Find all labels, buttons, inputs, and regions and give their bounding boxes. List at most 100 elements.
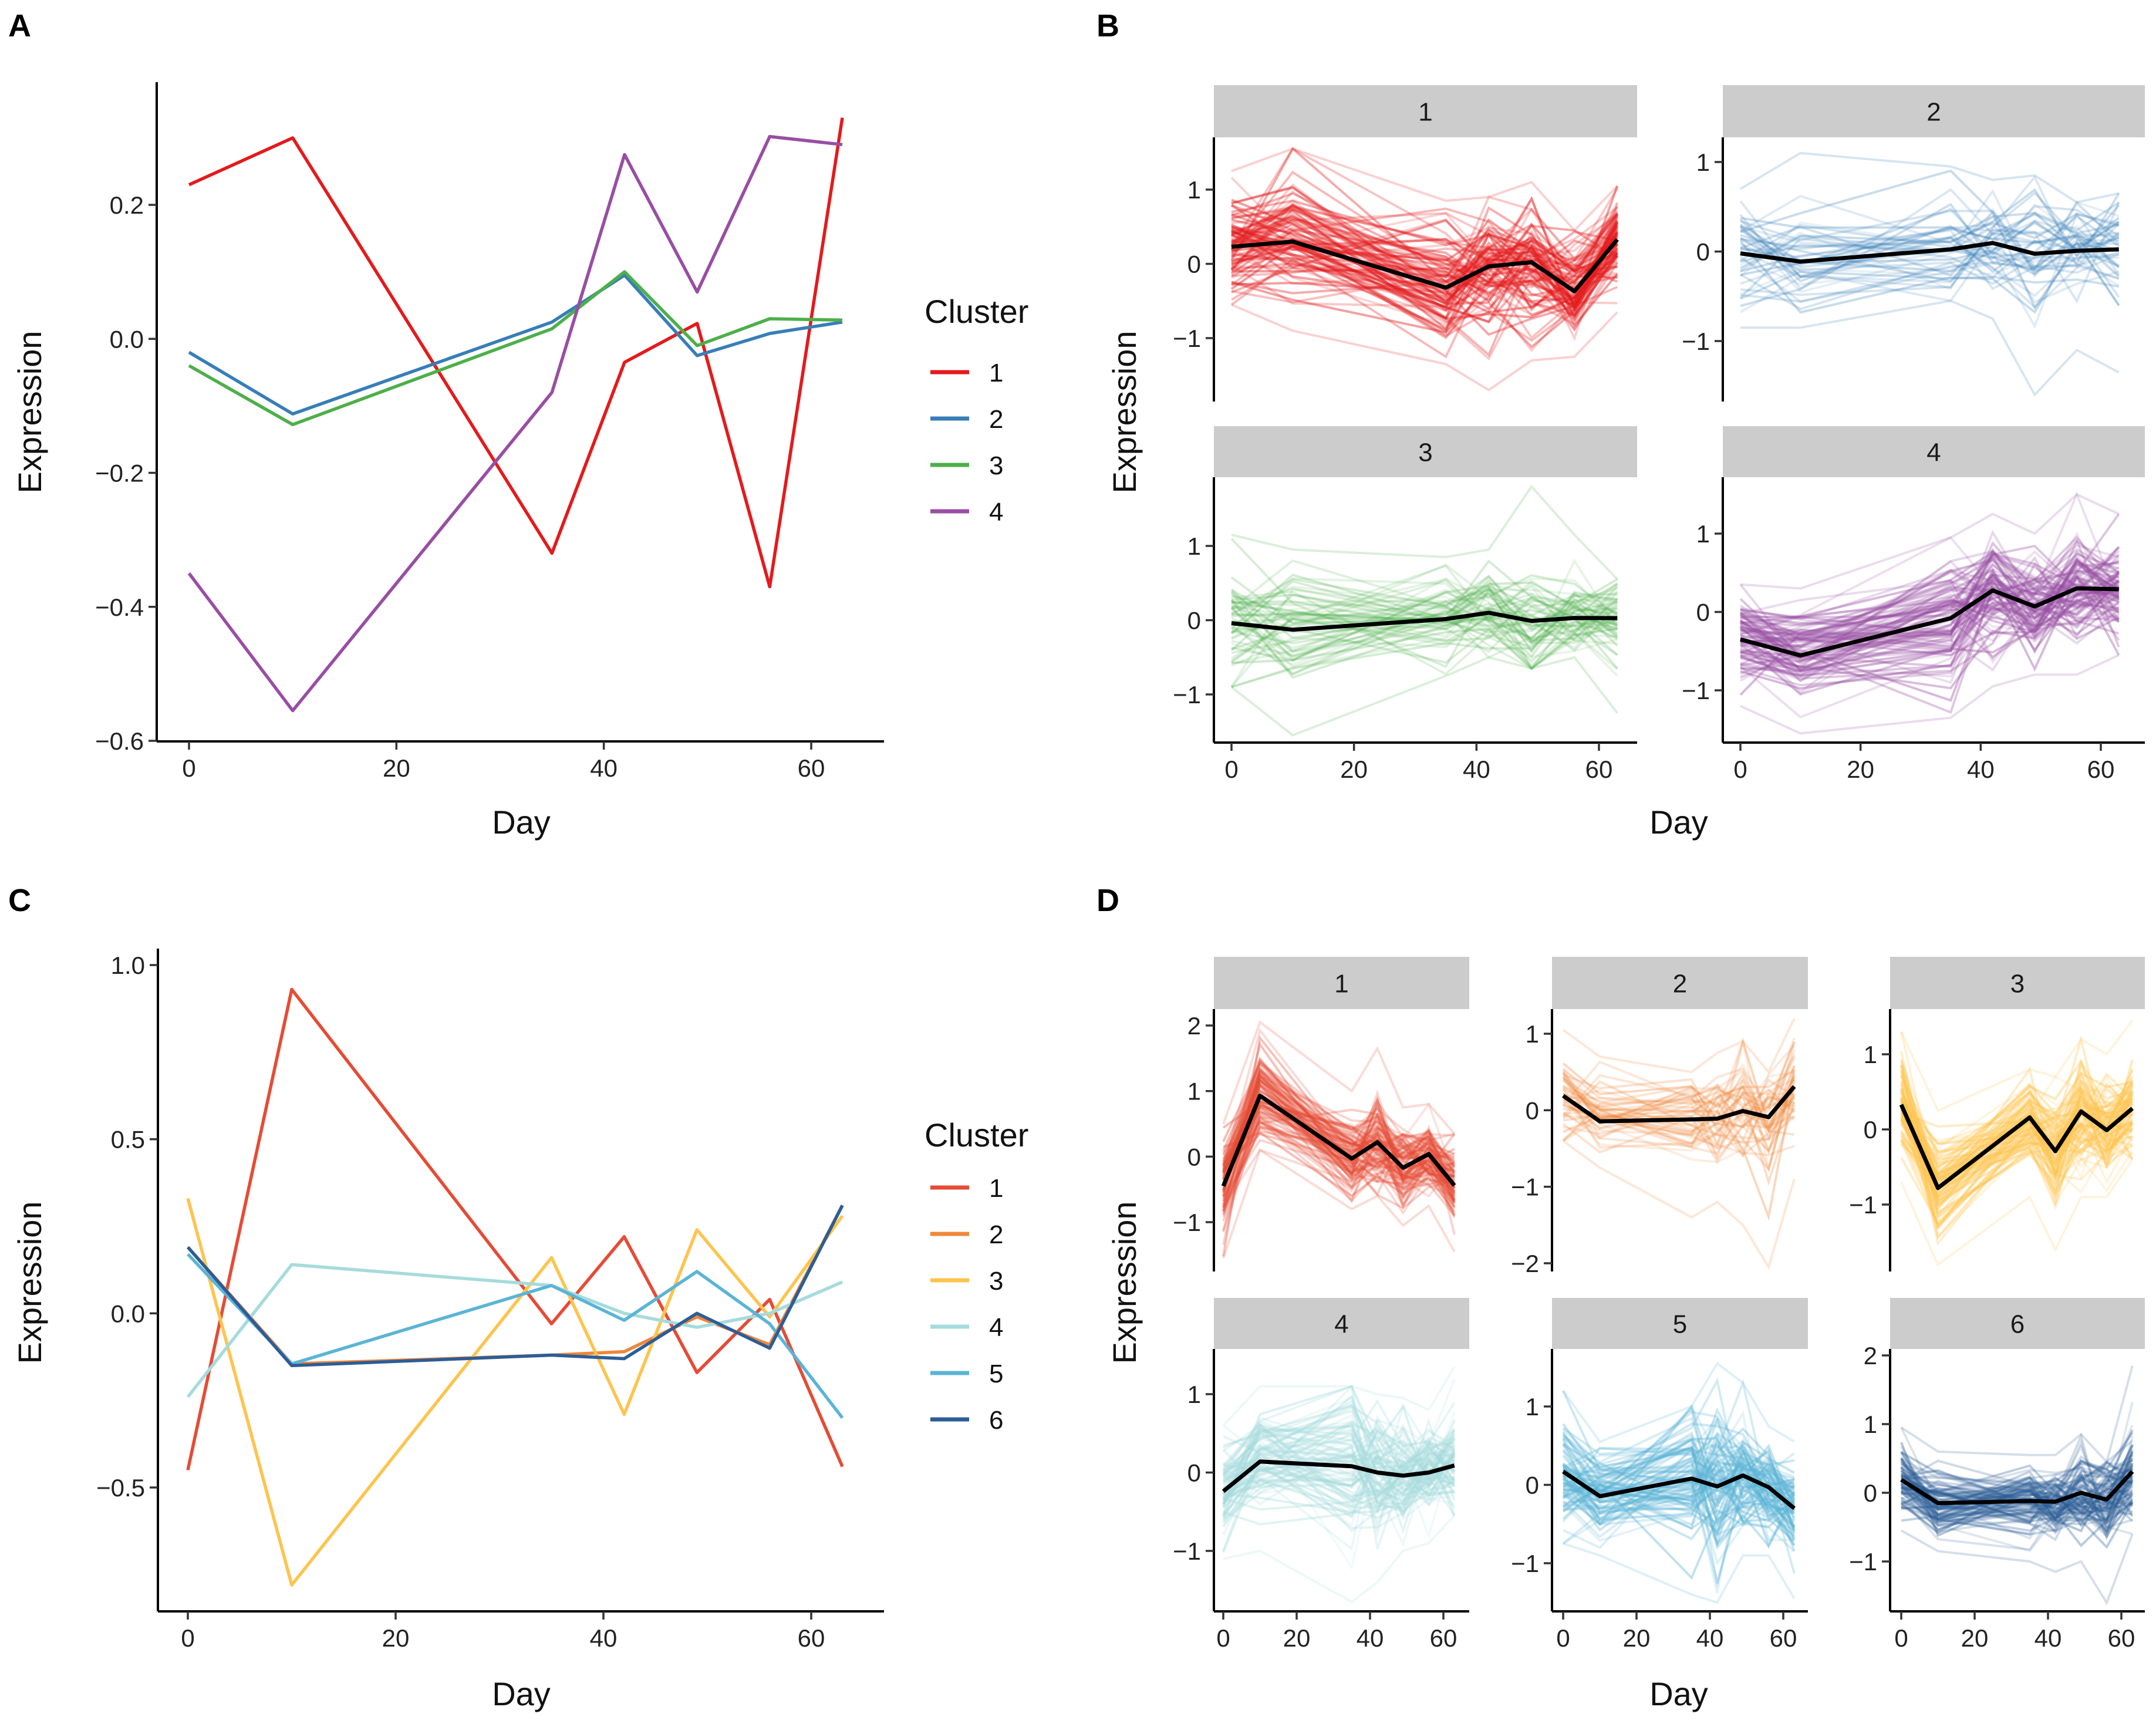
panel-b-gene-line xyxy=(1740,594,2120,663)
panel-d-gene-line xyxy=(1222,1089,1455,1206)
panel-d-gene-line xyxy=(1222,1067,1455,1183)
panel-b-facet-x-tick-label: 40 xyxy=(1463,755,1490,783)
panel-d-gene-line xyxy=(1900,1103,2133,1214)
panel-b-gene-line xyxy=(1230,224,1619,342)
panel-b-gene-line xyxy=(1739,531,2120,674)
panel-d-gene-line xyxy=(1562,1454,1796,1523)
panel-b-gene-line xyxy=(1231,207,1618,284)
panel-b-gene-line xyxy=(1231,216,1619,317)
panel-d-gene-line xyxy=(1563,1054,1796,1122)
panel-d-gene-line xyxy=(1562,1475,1795,1510)
panel-d-facet-cluster-1: 1 2 1 0 −1 xyxy=(1173,957,1469,1271)
panel-d-gene-line xyxy=(1223,1131,1456,1213)
panel-d-facet-strip xyxy=(1552,1298,1808,1349)
panel-b-gene-line xyxy=(1231,588,1618,610)
panel-d-gene-line xyxy=(1900,1060,2133,1193)
panel-d-gene-line xyxy=(1562,1463,1796,1513)
panel-d-facet-strip xyxy=(1214,1298,1469,1349)
panel-d-gene-line xyxy=(1222,1099,1455,1185)
panel-d-gene-line xyxy=(1562,1464,1794,1526)
panel-c-series-lines xyxy=(186,987,844,1587)
panel-b-gene-line xyxy=(1231,214,1618,306)
panel-d-gene-line xyxy=(1900,1134,2134,1226)
panel-d-gene-line xyxy=(1562,1434,1795,1506)
panel-d-gene-line xyxy=(1562,1037,1796,1119)
panel-d-gene-line xyxy=(1222,1428,1456,1502)
panel-b-gene-line xyxy=(1740,544,2120,639)
panel-a-legend: Cluster 1 2 3 4 xyxy=(925,293,1028,527)
panel-b-gene-line xyxy=(1740,582,2120,687)
panel-b-facet-y-tick-label: 0 xyxy=(1187,251,1201,278)
panel-d-gene-line xyxy=(1562,1085,1796,1153)
panel-d-gene-line xyxy=(1223,1437,1456,1513)
panel-d-gene-line xyxy=(1562,1438,1795,1502)
panel-d-gene-line xyxy=(1900,1081,2133,1146)
panel-d-facet-x-tick-label: 40 xyxy=(1696,1624,1724,1652)
panel-d-gene-line xyxy=(1562,1074,1795,1161)
panel-d-gene-line xyxy=(1222,1070,1456,1192)
panel-d-gene-line-lower-extreme xyxy=(1901,1529,2134,1605)
panel-b-mean-line-cluster-1 xyxy=(1231,238,1619,294)
panel-b-gene-line xyxy=(1740,598,2120,640)
panel-d-gene-line xyxy=(1222,1422,1455,1505)
panel-d-gene-line xyxy=(1563,1453,1796,1508)
panel-b-gene-line xyxy=(1230,577,1618,636)
panel-a-legend-label-cluster-1: 1 xyxy=(989,359,1003,387)
panel-d-gene-line xyxy=(1222,1108,1455,1189)
panel-d-gene-line xyxy=(1900,1080,2134,1196)
panel-b-gene-line xyxy=(1740,559,2120,669)
panel-d-gene-line xyxy=(1562,1075,1796,1161)
panel-b-gene-line xyxy=(1739,240,2120,314)
panel-d-gene-line xyxy=(1562,1460,1796,1574)
panel-d-gene-line xyxy=(1900,1097,2133,1161)
panel-c-series-line-cluster-1 xyxy=(186,987,844,1470)
panel-b-gene-line xyxy=(1231,230,1619,303)
panel-d-gene-line xyxy=(1222,1074,1456,1202)
panel-d-gene-line xyxy=(1900,1059,2134,1170)
panel-b-gene-line xyxy=(1739,200,2120,309)
panel-d-gene-line xyxy=(1563,1455,1796,1532)
panel-d-gene-line xyxy=(1223,1420,1456,1507)
panel-d-gene-line xyxy=(1563,1469,1796,1527)
panel-d-gene-line xyxy=(1563,1453,1796,1537)
panel-b-facet-y-tick-label: 1 xyxy=(1187,532,1201,560)
panel-d-gene-line xyxy=(1222,1445,1455,1527)
panel-b-gene-line xyxy=(1230,606,1618,669)
panel-a-x-tick-label: 60 xyxy=(798,754,825,782)
panel-d-gene-line xyxy=(1222,1058,1456,1201)
panel-b-gene-line xyxy=(1739,554,2120,671)
panel-d-gene-line xyxy=(1563,1435,1795,1527)
panel-d-gene-lines xyxy=(1562,1018,1796,1270)
panel-b-gene-line-upper-extreme xyxy=(1231,484,1618,581)
panel-b-gene-line xyxy=(1739,569,2120,660)
panel-d-gene-line xyxy=(1563,1449,1795,1580)
panel-d-gene-line xyxy=(1222,1429,1456,1517)
panel-b-gene-line xyxy=(1740,244,2120,280)
panel-b-gene-line xyxy=(1740,558,2119,666)
panel-d-gene-line xyxy=(1222,1425,1455,1497)
panel-d-gene-line xyxy=(1900,1083,2134,1230)
panel-b-gene-line-lower-extreme xyxy=(1231,303,1618,392)
panel-d-gene-line xyxy=(1900,1458,2134,1517)
panel-d-gene-line xyxy=(1563,1446,1796,1549)
panel-b-gene-lines xyxy=(1230,484,1618,737)
panel-d-gene-line xyxy=(1562,1428,1795,1584)
panel-b-gene-line xyxy=(1739,591,2120,672)
panel-d-gene-line xyxy=(1900,1091,2134,1199)
panel-b-gene-line xyxy=(1740,574,2120,644)
panel-b-facet-y-tick-label: 1 xyxy=(1696,149,1710,176)
panel-d-facet-cluster-5: 5 1 0 −1 0 20 40 60 xyxy=(1511,1298,1808,1652)
panel-c-legend: Cluster 1 2 3 4 5 6 xyxy=(925,1117,1028,1435)
panel-d-facet-x-tick-label: 40 xyxy=(2034,1624,2062,1652)
panel-b-gene-line xyxy=(1740,193,2120,273)
panel-b-facet-strip xyxy=(1214,85,1637,137)
panel-d-facet-y-tick-label: −2 xyxy=(1511,1250,1539,1277)
panel-d-gene-line xyxy=(1222,1126,1456,1182)
panel-d-facet-y-tick-label: 0 xyxy=(1864,1116,1877,1144)
panel-d-gene-line xyxy=(1223,1449,1456,1489)
panel-d-gene-line xyxy=(1562,1462,1796,1541)
panel-b-gene-line xyxy=(1740,556,2120,676)
panel-b-gene-line xyxy=(1740,559,2120,621)
panel-d-facet-x-tick-label: 0 xyxy=(1216,1624,1230,1652)
panel-d-gene-line xyxy=(1900,1460,2134,1529)
